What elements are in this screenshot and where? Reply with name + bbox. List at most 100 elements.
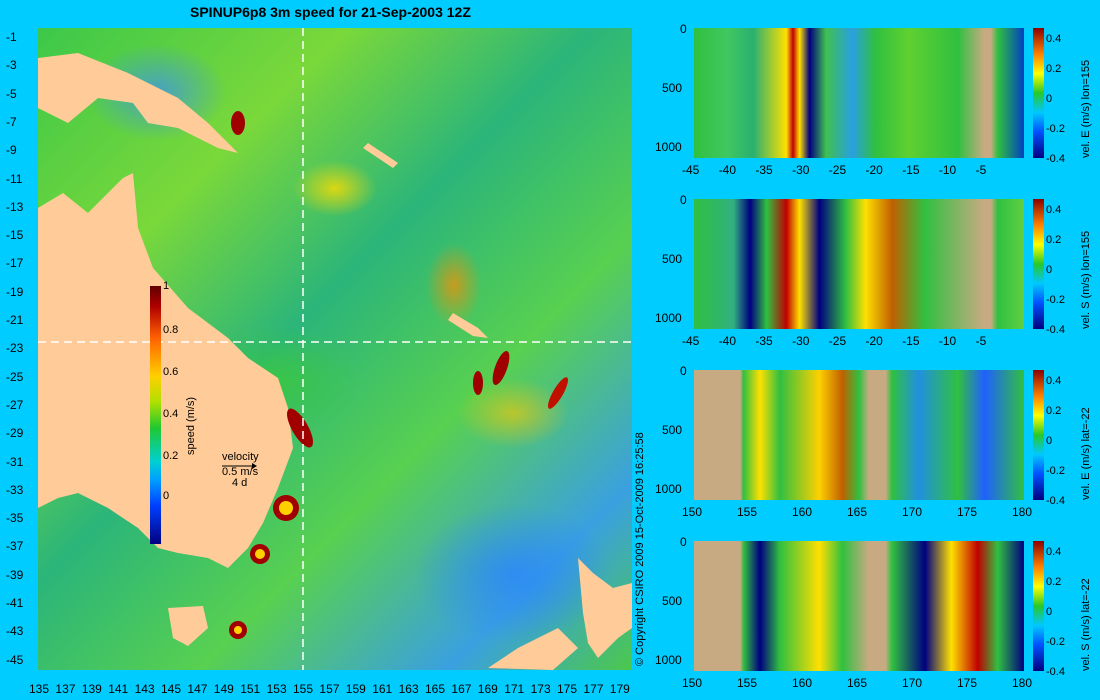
section-cbar-tick: -0.2 [1046,294,1065,306]
section-x-tick-label: 160 [792,676,813,690]
lat-tick-label: -21 [6,313,24,327]
lat-tick-label: -13 [6,199,24,214]
lat-tick-label: -7 [6,114,17,129]
lat-tick-label: -33 [6,482,24,497]
velocity-key-period: 4 d [232,477,248,489]
depth-tick-label: 1000 [655,482,682,496]
depth-tick-label: 0 [680,22,687,36]
lat-tick-label: -5 [6,86,17,101]
section-panel-4[interactable] [694,541,1024,671]
depth-tick-label: 1000 [655,653,682,667]
lat-tick-label: -37 [6,539,24,554]
lat-tick-label: -17 [6,256,24,271]
cbar-tick: 0.2 [163,450,179,462]
section-colorbar [1033,370,1044,500]
section-cbar-tick: -0.4 [1046,324,1065,336]
section-x-tick-label: 150 [682,676,703,690]
section-x-tick-label: -20 [865,334,883,348]
section-x-tick-label: -45 [682,163,700,177]
lat-tick-label: -35 [6,511,24,526]
depth-tick-label: 0 [680,364,687,378]
section-panel-2[interactable] [694,199,1024,329]
section-x-tick-label: 180 [1012,676,1033,690]
section-x-tick-label: -40 [718,334,737,348]
lat-tick-label: -39 [6,567,24,582]
section-cbar-tick: 0.4 [1046,204,1062,216]
section-colorbar [1033,199,1044,329]
velocity-key-value: 0.5 m/s [222,466,259,478]
section-cbar-tick: 0.4 [1046,33,1062,45]
lon-tick-label: 143 [134,682,155,696]
depth-tick-label: 500 [662,594,683,608]
section-x-tick-label: -40 [718,163,737,177]
section-cbar-tick: 0.2 [1046,63,1062,75]
lon-tick-label: 153 [266,682,287,696]
section-cbar-tick: -0.4 [1046,495,1065,507]
section-x-tick-label: -25 [828,334,847,348]
velocity-key-title: velocity [222,451,259,463]
lat-tick-label: -11 [6,171,23,186]
lon-tick-label: 159 [345,682,366,696]
lat-tick-label: -25 [6,369,24,384]
section-panel-3[interactable] [694,370,1024,500]
copyright-text: © Copyright CSIRO 2009 15-Oct-2009 16:25… [634,432,646,666]
section-x-tick-label: 170 [902,676,923,690]
depth-tick-label: 0 [680,535,687,549]
lat-tick-label: -29 [6,426,24,441]
lon-tick-label: 155 [293,682,314,696]
section-x-tick-label: 155 [737,505,758,519]
section-x-tick-label: -30 [792,334,810,348]
section-x-tick-label: -20 [865,163,883,177]
depth-tick-label: 0 [680,193,687,207]
section-cbar-tick: 0.4 [1046,375,1062,387]
lat-tick-label: -1 [6,30,17,44]
cbar-tick: 1 [163,280,170,292]
section-x-tick-label: -45 [682,334,700,348]
lon-tick-label: 137 [55,682,76,696]
lon-tick-label: 165 [425,682,446,696]
section-panel-1[interactable] [694,28,1024,158]
section-colorbar [1033,541,1044,671]
section-x-tick-label: 165 [847,676,868,690]
section-x-tick-label: 175 [957,505,978,519]
lon-tick-label: 169 [477,682,498,696]
section-panel-label: vel. E (m/s) lat=-22 [1080,407,1092,500]
lon-tick-label: 175 [557,682,578,696]
map-title: SPINUP6p8 3m speed for 21-Sep-2003 12Z [190,4,471,20]
section-panel-label: vel. E (m/s) lon=155 [1080,59,1092,158]
lat-tick-label: -41 [6,596,24,610]
lon-tick-label: 177 [583,682,604,696]
section-panel-label: vel. S (m/s) lon=155 [1080,230,1092,329]
lat-tick-label: -15 [6,228,24,243]
lon-tick-label: 157 [319,682,340,696]
speed-map[interactable] [38,28,632,670]
section-x-tick-label: 170 [902,505,923,519]
section-cbar-tick: -0.2 [1046,123,1065,135]
section-x-tick-label: -35 [755,334,773,348]
lon-tick-label: 179 [609,682,630,696]
depth-tick-label: 1000 [655,311,682,325]
section-x-tick-label: -30 [792,163,810,177]
section-cbar-tick: -0.2 [1046,636,1065,648]
depth-tick-label: 1000 [655,140,682,154]
section-cbar-tick: 0.4 [1046,546,1062,558]
section-x-tick-label: -10 [938,334,957,348]
lon-tick-label: 139 [81,682,102,696]
lon-tick-label: 167 [451,682,472,696]
depth-tick-label: 500 [662,81,683,95]
lon-tick-label: 151 [240,682,261,696]
section-cbar-tick: 0.2 [1046,405,1062,417]
lon-tick-label: 135 [29,682,50,696]
cbar-tick: 0 [163,490,170,502]
land-mask [38,28,632,670]
section-x-tick-label: -35 [755,163,773,177]
velocity-arrow-icon [222,463,257,469]
cbar-tick: 0.6 [163,366,179,378]
section-x-tick-label: 160 [792,505,813,519]
section-cbar-tick: 0.2 [1046,576,1062,588]
lat-tick-label: -27 [6,397,24,412]
section-x-tick-label: -15 [902,334,920,348]
lat-tick-label: -23 [6,341,24,356]
section-colorbar [1033,28,1044,158]
section-cbar-tick: 0.2 [1046,234,1062,246]
